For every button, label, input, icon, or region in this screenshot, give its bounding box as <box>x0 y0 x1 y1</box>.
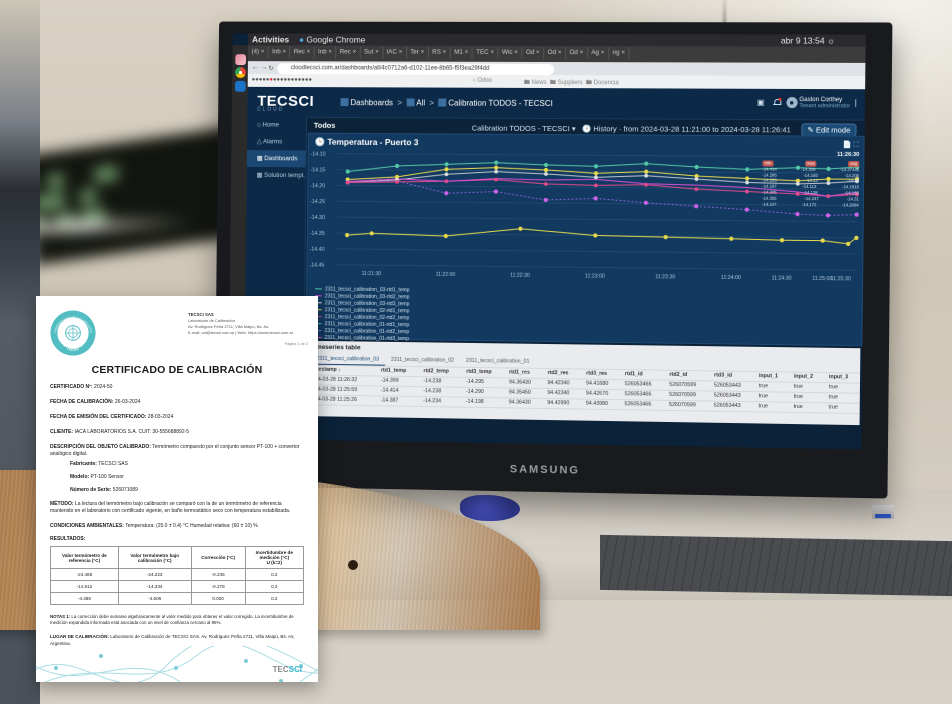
svg-text:-14.35: -14.35 <box>310 231 325 237</box>
svg-text:11:25:30: 11:25:30 <box>831 276 851 282</box>
svg-text:-14.15: -14.15 <box>310 167 325 173</box>
svg-text:-14.40: -14.40 <box>310 246 325 252</box>
svg-text:-14.45: -14.45 <box>309 262 324 268</box>
svg-text:-14.30: -14.30 <box>310 215 325 221</box>
svg-text:-14.25: -14.25 <box>310 199 325 205</box>
svg-text:11:22:00: 11:22:00 <box>436 272 456 278</box>
svg-text:-14.10: -14.10 <box>311 151 326 157</box>
svg-text:11:25:00: 11:25:00 <box>812 276 832 282</box>
svg-text:11:24:30: 11:24:30 <box>771 275 791 281</box>
svg-text:11:23:30: 11:23:30 <box>655 274 675 280</box>
svg-text:11:23:00: 11:23:00 <box>585 273 605 279</box>
svg-text:11:21:30: 11:21:30 <box>361 271 381 277</box>
svg-text:11:22:30: 11:22:30 <box>510 272 530 278</box>
svg-text:11:24:00: 11:24:00 <box>721 275 741 281</box>
svg-text:-14.20: -14.20 <box>310 183 325 189</box>
